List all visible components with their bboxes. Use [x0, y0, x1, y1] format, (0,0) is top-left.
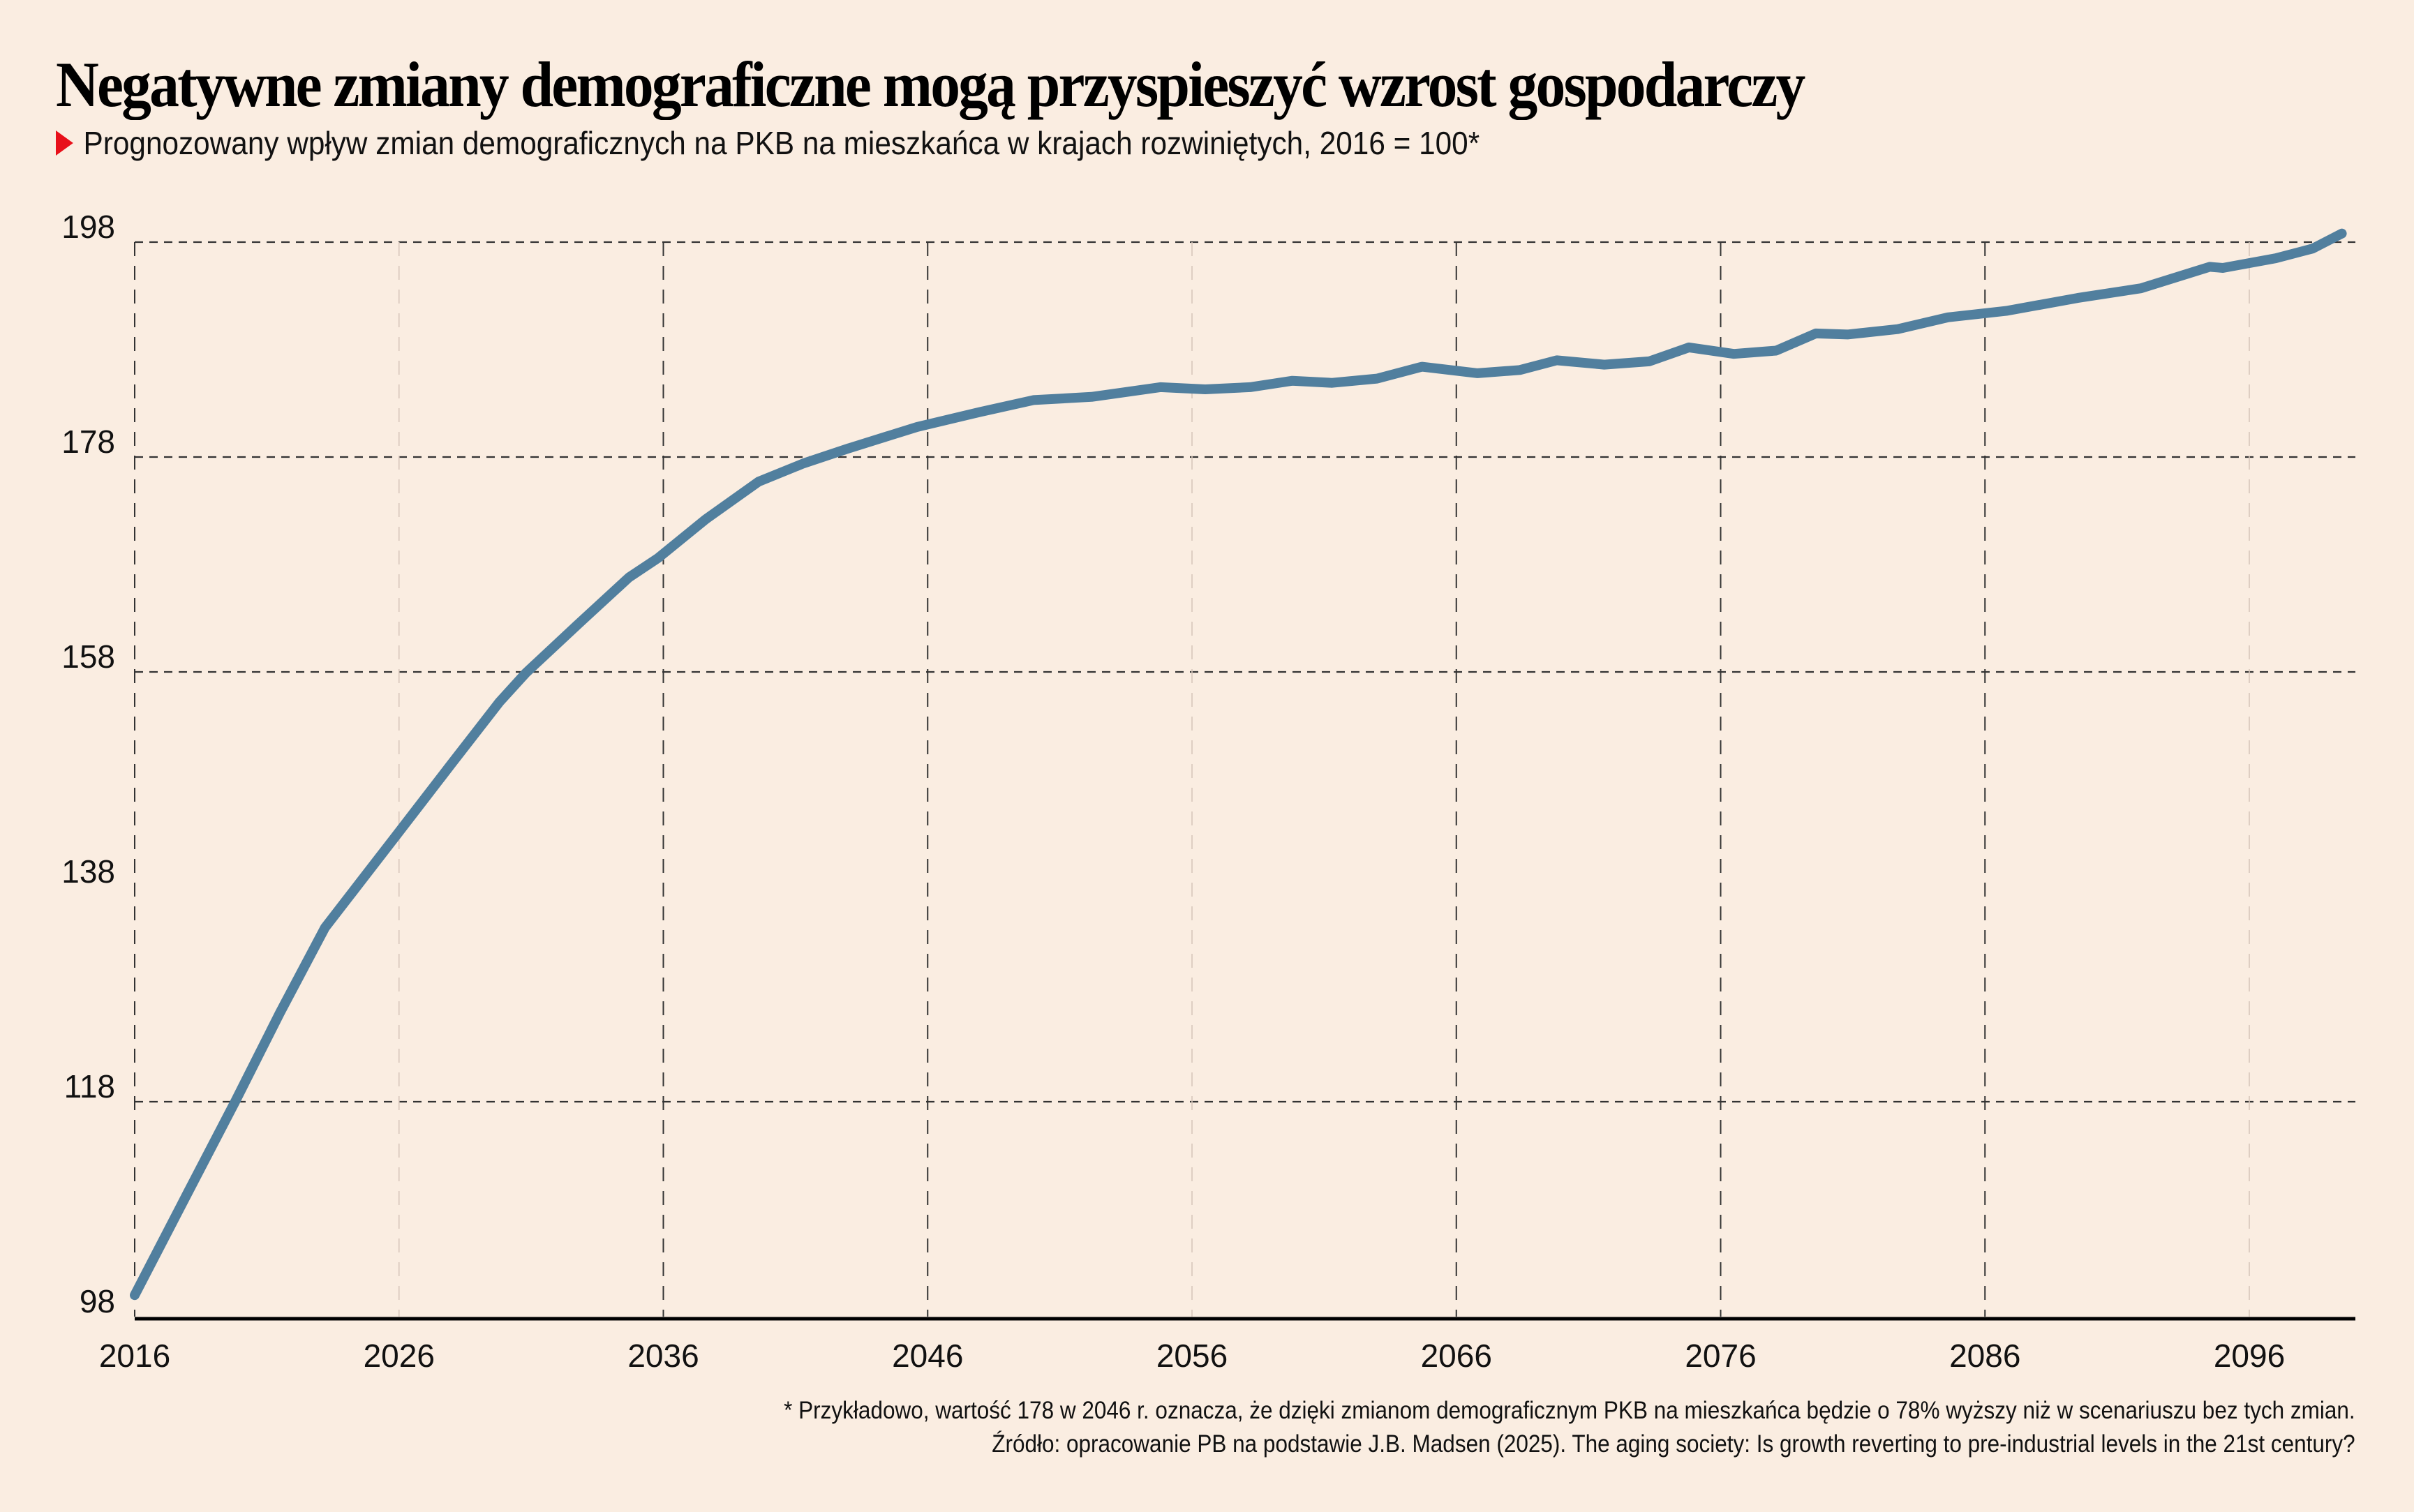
x-tick-label: 2026 [364, 1338, 435, 1374]
footnote-note: * Przykładowo, wartość 178 w 2046 r. ozn… [784, 1397, 2355, 1424]
x-tick-label: 2056 [1156, 1338, 1228, 1374]
x-tick-label: 2046 [892, 1338, 963, 1374]
x-tick-label: 2016 [99, 1338, 170, 1374]
chart-footnote: * Przykładowo, wartość 178 w 2046 r. ozn… [784, 1394, 2355, 1461]
y-tick-label: 178 [61, 424, 115, 460]
y-tick-label: 198 [61, 209, 115, 245]
y-tick-label: 118 [64, 1068, 115, 1105]
x-tick-label: 2066 [1421, 1338, 1492, 1374]
y-tick-label: 138 [61, 853, 115, 890]
x-tick-label: 2036 [627, 1338, 699, 1374]
y-tick-label: 158 [61, 638, 115, 675]
label-layer: 98 118 138 158 178 198 2016 2026 2036 2046 2056 206… [61, 209, 2285, 1374]
series-line [130, 228, 2347, 1301]
x-tick-label: 2076 [1685, 1338, 1756, 1374]
footnote-source: Źródło: opracowanie PB na podstawie J.B.… [992, 1430, 2355, 1458]
grid-layer [134, 241, 2355, 1317]
y-tick-label: 98 [80, 1283, 115, 1319]
x-tick-label: 2086 [1949, 1338, 2020, 1374]
chart-subtitle: Prognozowany wpływ zmian demograficznych… [56, 124, 1480, 162]
chart-subtitle-text: Prognozowany wpływ zmian demograficznych… [83, 125, 1480, 161]
x-tick-label: 2096 [2214, 1338, 2285, 1374]
red-triangle-icon [56, 130, 73, 156]
chart-title: Negatywne zmiany demograficzne mogą przy… [56, 49, 1805, 120]
series-layer [130, 228, 2347, 1301]
